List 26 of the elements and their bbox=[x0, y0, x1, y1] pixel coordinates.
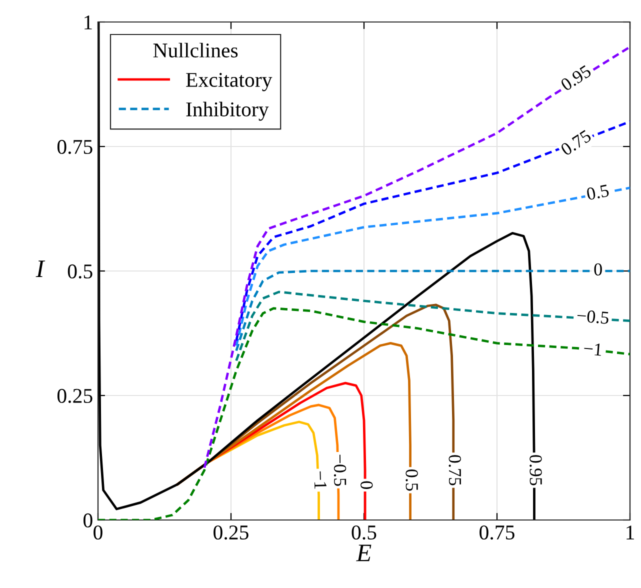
annotation: −0.5 bbox=[576, 309, 610, 324]
x-tick-label: 0.75 bbox=[480, 525, 514, 540]
annotation: 0.5 bbox=[406, 470, 418, 491]
annotation: 0.5 bbox=[586, 184, 610, 200]
x-tick-label: 1 bbox=[626, 526, 634, 540]
y-tick-label: 1 bbox=[84, 15, 92, 30]
annotation: −0.5 bbox=[334, 454, 346, 486]
annotation: 0.95 bbox=[560, 64, 592, 92]
x-axis-title: E bbox=[356, 544, 372, 562]
legend-label: Excitatory bbox=[186, 72, 272, 92]
y-tick-label: 0 bbox=[84, 513, 92, 528]
x-tick-label: 0.5 bbox=[352, 525, 376, 540]
y-tick-label: 0.75 bbox=[57, 140, 92, 154]
annotation: 0 bbox=[360, 481, 373, 490]
legend-label: Inhibitory bbox=[186, 102, 269, 121]
x-tick-label: 0 bbox=[94, 525, 102, 540]
x-tick-label: 0.25 bbox=[214, 525, 248, 540]
annotation: 0.75 bbox=[448, 455, 462, 486]
y-tick-label: 0.25 bbox=[57, 388, 92, 404]
annotation: 0 bbox=[594, 263, 602, 276]
y-axis-title: I bbox=[36, 260, 46, 278]
legend-title: Nullclines bbox=[153, 42, 238, 58]
annotation: −1 bbox=[314, 471, 327, 489]
y-tick-label: 0.5 bbox=[68, 264, 92, 279]
annotation: 0.75 bbox=[560, 129, 592, 156]
annotation: −1 bbox=[584, 342, 602, 356]
